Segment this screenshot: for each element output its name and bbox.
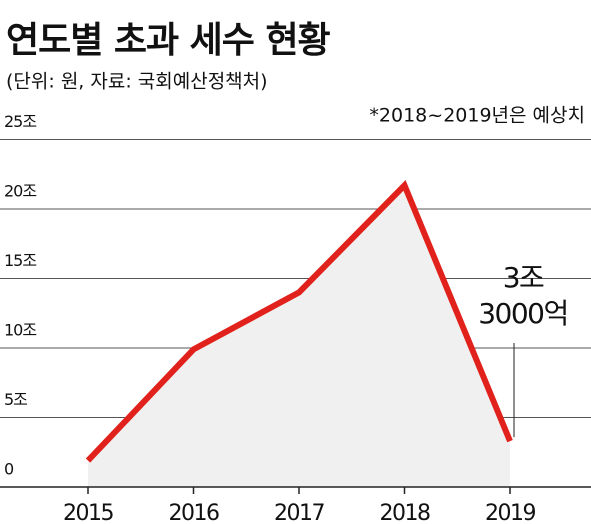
value-label: 3조 3000억 [478, 261, 569, 330]
x-tick-label: 2017 [274, 501, 324, 524]
y-tick-label: 20조 [4, 182, 36, 201]
y-tick-label: 0 [4, 460, 14, 479]
y-tick-label: 10조 [4, 321, 36, 340]
x-tick-label: 2015 [63, 501, 113, 524]
x-tick-label: 2016 [169, 501, 219, 524]
y-tick-label: 25조 [4, 112, 36, 131]
area [88, 185, 510, 487]
y-tick-label: 5조 [4, 390, 27, 409]
line [85, 180, 513, 463]
chart-note: *2018~2019년은 예상치 [369, 105, 585, 127]
x-tick-label: 2018 [380, 501, 430, 524]
y-tick-label: 15조 [4, 251, 36, 270]
chart-subtitle: (단위: 원, 자료: 국회예산정책처) [6, 71, 268, 93]
x-tick-label: 2019 [485, 501, 535, 524]
chart-title: 연도별 초과 세수 현황 [6, 20, 331, 61]
